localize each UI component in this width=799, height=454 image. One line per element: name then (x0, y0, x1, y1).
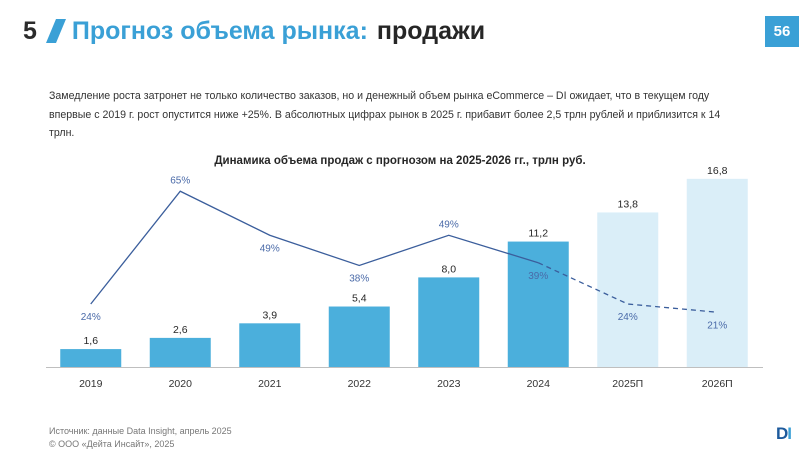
value-label-2023: 8,0 (441, 263, 456, 275)
bar-2020 (149, 337, 211, 367)
value-label-2022: 5,4 (352, 293, 367, 305)
growth-label-2025П: 24% (618, 312, 638, 323)
growth-label-2022: 38% (349, 274, 369, 285)
bar-2022 (328, 306, 390, 367)
growth-label-2023: 49% (439, 219, 459, 230)
header: 5 Прогноз объема рынка: продажи (23, 14, 485, 48)
bar-2024 (507, 241, 569, 367)
value-label-2021: 3,9 (262, 309, 277, 321)
category-label-2021: 2021 (258, 378, 282, 390)
page-title-accent: Прогноз объема рынка: (71, 16, 368, 45)
logo-letter-i: I (787, 424, 792, 443)
di-logo: DI (775, 424, 792, 444)
slash-icon (45, 19, 66, 43)
slide-number: 5 (23, 16, 37, 45)
growth-label-2026П: 21% (707, 320, 727, 331)
growth-label-2024: 39% (528, 271, 548, 282)
growth-label-2020: 65% (170, 175, 190, 186)
copyright-note: © ООО «Дейта Инсайт», 2025 (49, 438, 175, 449)
category-label-2022: 2022 (348, 378, 372, 390)
category-label-2023: 2023 (437, 378, 461, 390)
chart-title: Динамика объема продаж с прогнозом на 20… (214, 155, 585, 167)
page-title: продажи (376, 16, 486, 45)
value-label-2024: 11,2 (528, 228, 548, 240)
bar-2026П (686, 178, 748, 367)
intro-text: Замедление роста затронет не только коли… (49, 90, 721, 139)
bar-2019 (60, 349, 122, 367)
growth-line-actual (90, 190, 539, 305)
value-label-2019: 1,6 (83, 335, 98, 347)
footer: Источник: данные Data Insight, апрель 20… (49, 425, 232, 450)
source-note: Источник: данные Data Insight, апрель 20… (49, 426, 232, 436)
category-label-2024: 2024 (527, 378, 551, 390)
growth-label-2021: 49% (260, 243, 280, 254)
bar-2023 (418, 277, 480, 367)
bar-2025П (597, 212, 659, 367)
growth-label-2019: 24% (81, 312, 101, 323)
category-label-2026П: 2026П (702, 378, 733, 390)
bar-2021 (239, 323, 301, 367)
sales-chart: Динамика объема продаж с прогнозом на 20… (46, 155, 763, 390)
page-number-badge: 56 (765, 16, 799, 47)
logo-letter-d: D (775, 424, 788, 443)
value-label-2026П: 16,8 (707, 165, 728, 177)
category-label-2020: 2020 (169, 378, 193, 390)
value-label-2025П: 13,8 (618, 198, 639, 210)
category-label-2019: 2019 (79, 378, 103, 390)
value-label-2020: 2,6 (173, 324, 188, 336)
category-label-2025П: 2025П (612, 378, 643, 390)
